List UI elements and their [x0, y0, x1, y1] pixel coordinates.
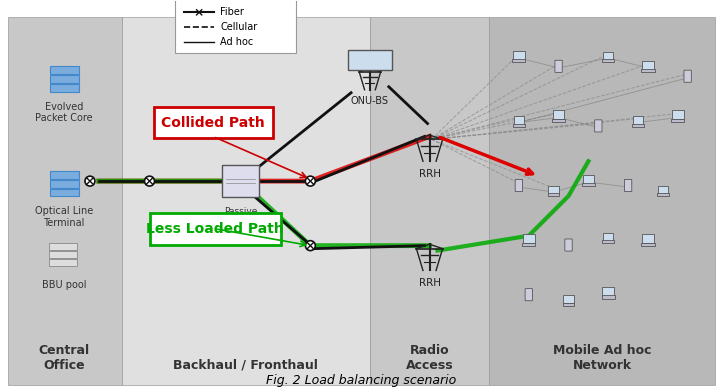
FancyBboxPatch shape [150, 213, 281, 245]
Text: Ad hoc: Ad hoc [220, 37, 253, 47]
FancyBboxPatch shape [513, 59, 526, 62]
Text: BBU pool: BBU pool [42, 280, 86, 291]
FancyBboxPatch shape [594, 120, 602, 132]
FancyBboxPatch shape [602, 295, 615, 299]
Circle shape [305, 241, 315, 251]
FancyBboxPatch shape [548, 193, 560, 196]
Text: RRH: RRH [419, 278, 440, 289]
FancyBboxPatch shape [489, 17, 716, 385]
FancyBboxPatch shape [523, 235, 535, 244]
FancyBboxPatch shape [552, 110, 565, 119]
Circle shape [305, 176, 315, 186]
FancyBboxPatch shape [641, 69, 654, 72]
FancyBboxPatch shape [50, 66, 79, 74]
Text: ONU-BS: ONU-BS [351, 96, 389, 106]
Text: Less Loaded Path: Less Loaded Path [146, 222, 284, 236]
Circle shape [195, 8, 203, 16]
FancyBboxPatch shape [513, 117, 524, 125]
FancyBboxPatch shape [49, 259, 77, 266]
Text: Evolved
Packet Core: Evolved Packet Core [35, 102, 93, 123]
Text: Central
Office: Central Office [38, 344, 90, 372]
Circle shape [145, 176, 155, 186]
Text: RRH: RRH [419, 169, 440, 179]
FancyBboxPatch shape [633, 117, 643, 125]
FancyBboxPatch shape [671, 118, 684, 122]
FancyBboxPatch shape [176, 0, 296, 53]
FancyBboxPatch shape [582, 183, 595, 187]
FancyBboxPatch shape [658, 186, 668, 194]
FancyBboxPatch shape [513, 51, 525, 60]
Text: Optical Line
Terminal: Optical Line Terminal [35, 206, 93, 228]
FancyBboxPatch shape [642, 61, 654, 70]
FancyBboxPatch shape [602, 240, 614, 243]
Circle shape [85, 176, 95, 186]
Text: Fig. 2 Load balancing scenario: Fig. 2 Load balancing scenario [266, 374, 457, 387]
FancyBboxPatch shape [515, 179, 523, 192]
FancyBboxPatch shape [642, 235, 654, 244]
FancyBboxPatch shape [555, 60, 562, 72]
Text: Backhaul / Fronthaul: Backhaul / Fronthaul [174, 359, 318, 372]
Text: Fiber: Fiber [220, 7, 244, 17]
FancyBboxPatch shape [565, 239, 572, 251]
Text: Passive
Splitter/
Combiner: Passive Splitter/ Combiner [219, 207, 263, 237]
FancyBboxPatch shape [632, 124, 644, 127]
FancyBboxPatch shape [513, 124, 525, 127]
FancyBboxPatch shape [672, 110, 683, 119]
FancyBboxPatch shape [121, 17, 370, 385]
FancyBboxPatch shape [525, 289, 532, 301]
FancyBboxPatch shape [657, 193, 669, 196]
FancyBboxPatch shape [50, 84, 79, 92]
FancyBboxPatch shape [49, 251, 77, 258]
Text: Mobile Ad hoc
Network: Mobile Ad hoc Network [553, 344, 651, 372]
FancyBboxPatch shape [50, 179, 79, 188]
FancyBboxPatch shape [602, 287, 614, 296]
FancyBboxPatch shape [602, 59, 614, 62]
Text: Radio
Access: Radio Access [406, 344, 453, 372]
FancyBboxPatch shape [562, 303, 574, 305]
FancyBboxPatch shape [583, 175, 594, 184]
FancyBboxPatch shape [50, 188, 79, 197]
FancyBboxPatch shape [603, 52, 614, 60]
FancyBboxPatch shape [522, 243, 535, 246]
FancyBboxPatch shape [684, 70, 691, 83]
FancyBboxPatch shape [370, 17, 489, 385]
FancyBboxPatch shape [552, 118, 565, 122]
FancyBboxPatch shape [548, 186, 559, 194]
FancyBboxPatch shape [7, 17, 121, 385]
FancyBboxPatch shape [603, 233, 614, 241]
Text: Collided Path: Collided Path [161, 115, 265, 129]
FancyBboxPatch shape [625, 179, 632, 192]
FancyBboxPatch shape [641, 243, 654, 246]
Text: Cellular: Cellular [220, 22, 257, 32]
FancyBboxPatch shape [50, 75, 79, 83]
FancyBboxPatch shape [155, 107, 273, 138]
FancyBboxPatch shape [563, 295, 574, 303]
FancyBboxPatch shape [49, 243, 77, 250]
FancyBboxPatch shape [50, 171, 79, 179]
FancyBboxPatch shape [223, 165, 260, 197]
FancyBboxPatch shape [348, 50, 392, 70]
